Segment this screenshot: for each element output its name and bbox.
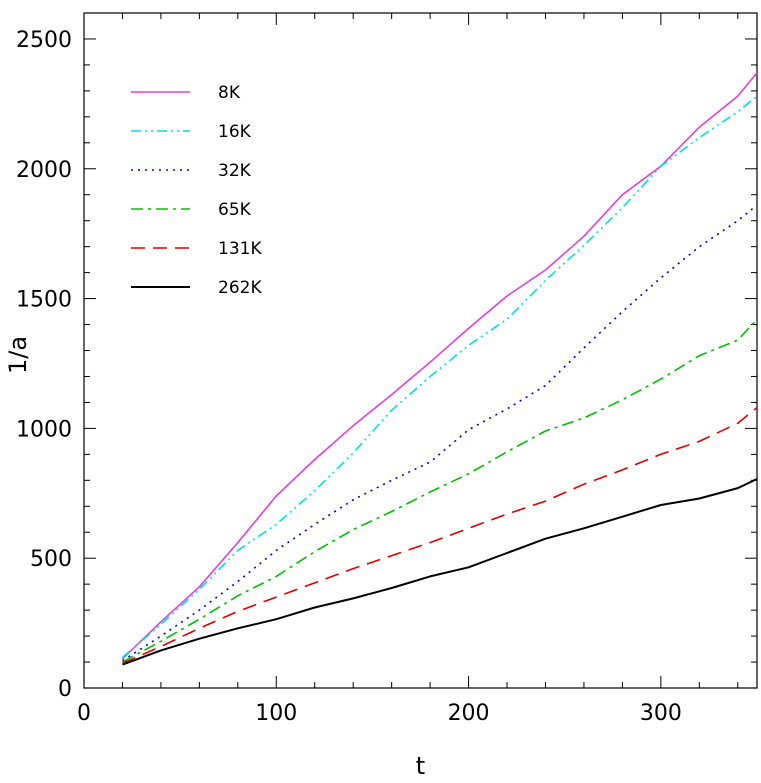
x-tick-label: 100 <box>255 701 297 726</box>
y-tick-label: 0 <box>58 677 72 702</box>
legend-label: 65K <box>218 200 252 220</box>
y-axis-title: 1/a <box>4 336 32 374</box>
y-tick-label: 2500 <box>16 28 72 53</box>
legend-label: 8K <box>218 83 241 103</box>
x-tick-label: 200 <box>448 701 490 726</box>
plot-frame <box>83 12 758 689</box>
series-line-32k <box>122 204 758 662</box>
series-line-16k <box>121 95 758 659</box>
series-line-131k <box>122 406 758 665</box>
axes: 0 100 200 300 0 500 1000 1500 2000 2500 <box>16 12 758 726</box>
legend-label: 32K <box>218 161 252 181</box>
legend-label: 16K <box>218 122 252 142</box>
x-tick-label: 300 <box>640 701 682 726</box>
y-tick-label: 2000 <box>16 158 72 183</box>
series-lines <box>121 72 758 666</box>
series-line-8k <box>121 72 758 660</box>
y-tick-label: 500 <box>30 547 72 572</box>
series-line-65k <box>122 318 758 663</box>
y-tick-label: 1000 <box>16 417 72 442</box>
legend-label: 262K <box>218 278 262 298</box>
x-tick-label: 0 <box>77 701 91 726</box>
legend: 8K 16K 32K 65K 131K 262K <box>131 83 262 298</box>
series-line-262k <box>122 478 758 666</box>
y-tick-label: 1500 <box>16 288 72 313</box>
legend-label: 131K <box>218 239 262 259</box>
x-axis-title: t <box>416 752 425 779</box>
